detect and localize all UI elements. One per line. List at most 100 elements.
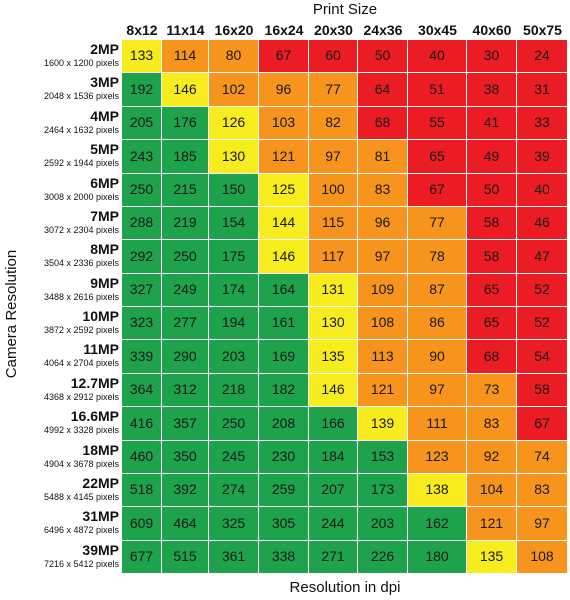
camera-row-header: 5MP 2592 x 1944 pixels [22, 140, 119, 174]
dpi-cell: 327 [122, 274, 162, 307]
dpi-cell: 150 [209, 174, 259, 207]
dpi-cell: 123 [408, 441, 467, 474]
camera-row-header: 11MP 4064 x 2704 pixels [22, 340, 119, 374]
dpi-cell: 55 [408, 107, 467, 140]
dpi-cell: 162 [408, 507, 467, 541]
dpi-cell: 146 [259, 240, 309, 274]
camera-pixel-dimensions: 6496 x 4872 pixels [43, 525, 119, 535]
dpi-cell: 203 [209, 340, 259, 374]
camera-pixel-dimensions: 3008 x 2000 pixels [43, 192, 119, 202]
camera-row-header: 8MP 3504 x 2336 pixels [22, 240, 119, 274]
dpi-cell: 50 [467, 174, 517, 207]
dpi-cell: 103 [259, 107, 309, 140]
chart-title: Print Size [312, 1, 378, 18]
dpi-cell: 100 [309, 174, 358, 207]
dpi-cell: 460 [122, 441, 162, 474]
dpi-cell: 33 [517, 107, 568, 140]
dpi-cell: 65 [467, 307, 517, 340]
dpi-cell: 361 [209, 541, 259, 574]
dpi-cell: 65 [408, 140, 467, 174]
dpi-cell: 312 [162, 374, 209, 407]
camera-megapixels: 16.6MP [70, 408, 119, 424]
dpi-cell: 130 [309, 307, 358, 340]
camera-row-header: 3MP 2048 x 1536 pixels [22, 73, 119, 107]
camera-pixel-dimensions: 4064 x 2704 pixels [43, 358, 119, 368]
dpi-cell: 274 [209, 474, 259, 507]
camera-megapixels: 18MP [82, 442, 119, 458]
dpi-cell: 77 [408, 207, 467, 240]
dpi-cell: 104 [467, 474, 517, 507]
dpi-cell: 135 [467, 541, 517, 574]
dpi-cell: 109 [358, 274, 408, 307]
camera-megapixels: 31MP [82, 508, 119, 524]
dpi-cell: 80 [209, 40, 259, 73]
camera-row-header: 9MP 3488 x 2616 pixels [22, 274, 119, 307]
dpi-cell: 174 [209, 274, 259, 307]
dpi-cell: 416 [122, 407, 162, 441]
dpi-cell: 41 [467, 107, 517, 140]
camera-row-header: 16.6MP 4992 x 3328 pixels [22, 407, 119, 441]
print-size-headers: 8x12 11x14 16x20 16x24 20x30 24x36 30x45 40x60 5… [122, 21, 568, 40]
dpi-cell: 108 [358, 307, 408, 340]
camera-pixel-dimensions: 2464 x 1632 pixels [43, 125, 119, 135]
dpi-cell: 305 [259, 507, 309, 541]
dpi-cell: 135 [309, 340, 358, 374]
dpi-cell: 54 [517, 340, 568, 374]
camera-pixel-dimensions: 2592 x 1944 pixels [43, 158, 119, 168]
camera-megapixels: 22MP [82, 475, 119, 491]
dpi-cell: 288 [122, 207, 162, 240]
dpi-cell: 47 [517, 240, 568, 274]
dpi-cell: 67 [259, 40, 309, 73]
camera-pixel-dimensions: 3504 x 2336 pixels [43, 258, 119, 268]
camera-pixel-dimensions: 3072 x 2304 pixels [43, 225, 119, 235]
dpi-cell: 325 [209, 507, 259, 541]
dpi-cell: 87 [408, 274, 467, 307]
dpi-cell: 31 [517, 73, 568, 107]
dpi-cell: 50 [358, 40, 408, 73]
dpi-cell: 121 [259, 140, 309, 174]
camera-row-header: 4MP 2464 x 1632 pixels [22, 107, 119, 140]
dpi-cell: 215 [162, 174, 209, 207]
dpi-cell: 153 [358, 441, 408, 474]
camera-pixel-dimensions: 3872 x 2592 pixels [43, 325, 119, 335]
print-size-16x24: 16x24 [264, 22, 304, 38]
dpi-cell: 86 [408, 307, 467, 340]
camera-megapixels: 4MP [90, 108, 119, 124]
dpi-cell: 176 [162, 107, 209, 140]
print-size-30x45: 30x45 [418, 22, 457, 38]
dpi-cell: 77 [309, 73, 358, 107]
dpi-cell: 40 [517, 174, 568, 207]
dpi-cell: 97 [358, 240, 408, 274]
dpi-cell: 271 [309, 541, 358, 574]
dpi-cell: 58 [467, 240, 517, 274]
camera-row-header: 31MP 6496 x 4872 pixels [22, 507, 119, 541]
camera-row-header: 22MP 5488 x 4145 pixels [22, 474, 119, 507]
dpi-cell: 323 [122, 307, 162, 340]
dpi-cell: 74 [517, 441, 568, 474]
dpi-cell: 205 [122, 107, 162, 140]
dpi-cell: 83 [517, 474, 568, 507]
dpi-cell: 146 [162, 73, 209, 107]
print-size-50x75: 50x75 [523, 22, 562, 38]
dpi-cell: 130 [209, 140, 259, 174]
dpi-cell: 131 [309, 274, 358, 307]
dpi-cell: 364 [122, 374, 162, 407]
dpi-cell: 38 [467, 73, 517, 107]
camera-megapixels: 12.7MP [70, 375, 119, 391]
dpi-cell: 113 [358, 340, 408, 374]
dpi-cell: 117 [309, 240, 358, 274]
dpi-cell: 82 [309, 107, 358, 140]
dpi-cell: 192 [122, 73, 162, 107]
dpi-cell: 154 [209, 207, 259, 240]
dpi-cell: 64 [358, 73, 408, 107]
dpi-cell: 184 [309, 441, 358, 474]
dpi-cell: 173 [358, 474, 408, 507]
dpi-cell: 49 [467, 140, 517, 174]
dpi-cell: 52 [517, 307, 568, 340]
dpi-cell: 175 [209, 240, 259, 274]
dpi-cell: 259 [259, 474, 309, 507]
dpi-cell: 518 [122, 474, 162, 507]
x-axis-label: Resolution in dpi [289, 579, 401, 596]
print-size-11x14: 11x14 [166, 22, 205, 38]
dpi-cell: 230 [259, 441, 309, 474]
